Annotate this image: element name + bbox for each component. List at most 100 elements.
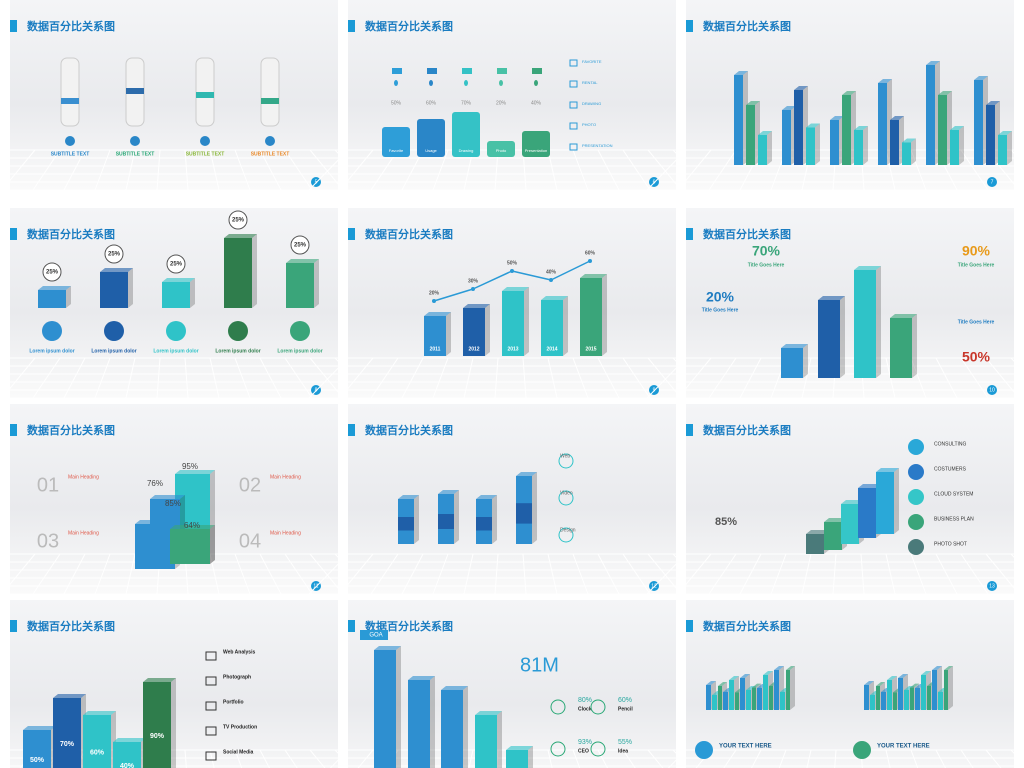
floor-line (32, 553, 61, 595)
page-number: 13 (989, 583, 995, 589)
bar-3d (824, 522, 842, 550)
title-marker (10, 228, 17, 240)
bar-3d (781, 348, 803, 378)
bar-3d (580, 278, 602, 356)
floor-line (156, 357, 161, 399)
slide: 数据百分比关系图 YOUR TEXT HERE YOUR TEXT HERE (667, 600, 1024, 768)
bar-top (113, 738, 146, 742)
floor-line (860, 553, 865, 595)
label: Social Media (223, 749, 254, 755)
slide-title: 数据百分比关系图 (27, 227, 115, 241)
floor-line (125, 357, 136, 399)
title-marker (686, 620, 693, 632)
bar-side (602, 274, 607, 356)
bar-top (441, 686, 468, 690)
floor-line (597, 553, 620, 595)
floor-line (432, 553, 449, 595)
page-badge (987, 385, 997, 395)
floor-line (259, 553, 282, 595)
floor-line (308, 149, 349, 191)
bar-top (876, 468, 899, 472)
page-badge (987, 581, 997, 591)
floor-line (308, 357, 349, 399)
bar-top (763, 671, 773, 675)
icon (228, 321, 248, 341)
label: 04 (239, 530, 261, 552)
label: 50% (391, 100, 402, 106)
bar-3d (910, 687, 914, 710)
floor-line (494, 357, 499, 399)
floor-line (622, 749, 636, 768)
label: Clock (578, 706, 592, 712)
floor-line (209, 357, 220, 399)
bar-top (706, 681, 716, 685)
floor-line (234, 553, 251, 595)
icon (695, 741, 713, 759)
floor-line (209, 749, 215, 768)
floor-line (985, 553, 1020, 595)
label: Idea (618, 748, 628, 754)
slide: 数据百分比关系图50%201270%201260%201340%201490%2… (0, 600, 354, 768)
bar-top (53, 694, 86, 698)
floor-line (94, 149, 111, 191)
bar-top (100, 268, 133, 272)
label: 20% (496, 100, 507, 106)
bar-top (580, 274, 607, 278)
label: 02 (239, 474, 261, 496)
floor-line (910, 357, 927, 399)
floor-line (778, 749, 787, 768)
label: 81M (520, 654, 559, 676)
label: Portfolio (223, 699, 244, 705)
icon (569, 59, 578, 67)
icon (290, 321, 310, 341)
bar-top (890, 116, 904, 120)
bar-top (374, 646, 401, 650)
floor-line (259, 149, 282, 191)
bar-top (502, 287, 529, 291)
bar-3d (746, 690, 751, 710)
label: RENTAL (582, 80, 598, 85)
label: 50% (962, 349, 991, 365)
floor-line (309, 149, 344, 191)
floor-line (209, 149, 220, 191)
bar-top (143, 678, 176, 682)
floor-line (622, 357, 651, 399)
floor-line (597, 749, 609, 768)
floor-line (677, 357, 712, 399)
segment (438, 514, 454, 529)
floor-line (677, 149, 712, 191)
label: 55% (618, 739, 632, 746)
bar-top (718, 682, 727, 686)
bar-side (252, 234, 257, 308)
floor-line (0, 357, 11, 369)
floor-line (547, 149, 558, 191)
label: Web Analysis (223, 649, 255, 655)
bar-side (912, 314, 917, 378)
bar-3d (170, 529, 210, 564)
bar-top (506, 746, 533, 750)
label: Title Goes Here (958, 262, 995, 268)
faucet (462, 68, 472, 74)
floor-line (234, 357, 251, 399)
bar-3d (758, 135, 767, 165)
label: Photograph (223, 674, 251, 680)
floor-line (960, 749, 974, 768)
page-badge (649, 581, 659, 591)
cylinder-band (261, 98, 279, 104)
floor-line (184, 149, 189, 191)
bar-side (396, 646, 401, 768)
floor-line (1, 149, 36, 191)
slide: 数据百分比关系图9201120%201230%201350%201440%201… (308, 208, 713, 399)
bar-3d (424, 316, 446, 356)
bar-3d (734, 75, 743, 165)
label: 60% (90, 749, 105, 756)
bar-3d (950, 130, 959, 165)
bar-3d (858, 488, 876, 538)
cylinder (487, 141, 515, 157)
bar-side (911, 138, 916, 165)
segment (476, 517, 492, 531)
label: Usage (425, 148, 437, 153)
bar-3d (735, 692, 739, 710)
label: 76% (147, 479, 163, 488)
bar-side (314, 259, 319, 308)
